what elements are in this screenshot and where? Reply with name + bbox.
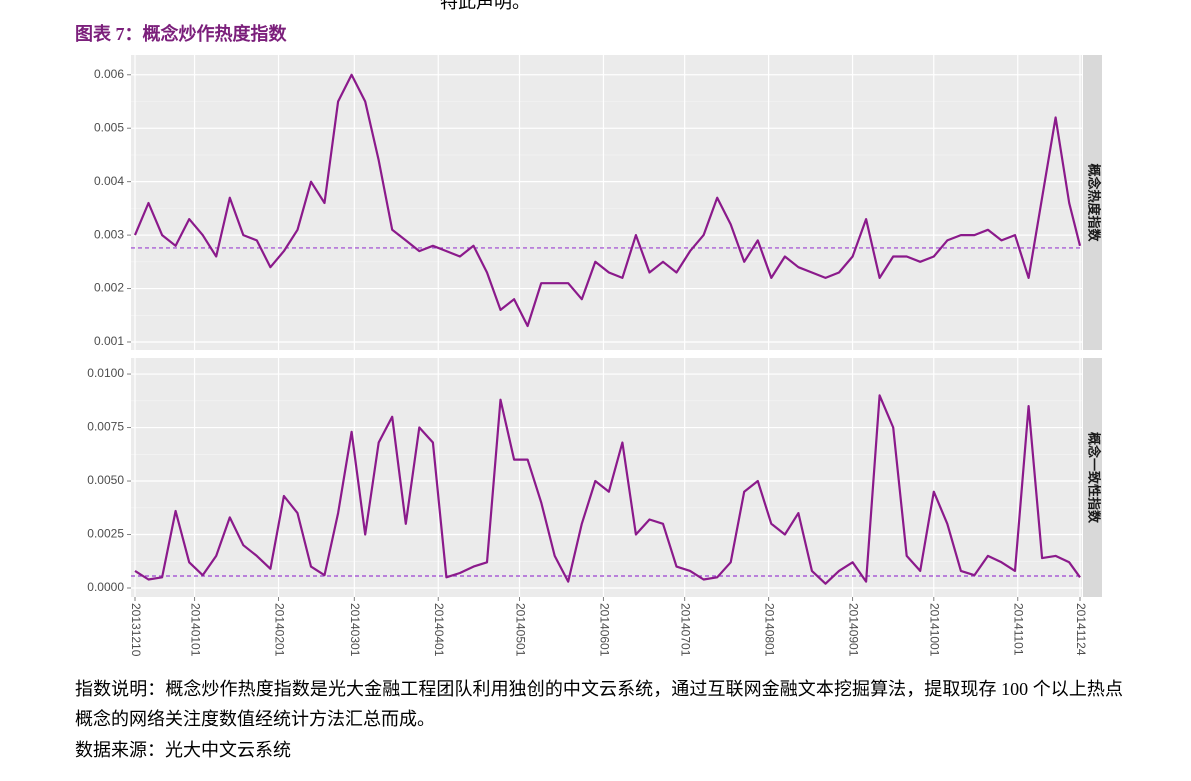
y-tick-label: 0.0075 — [87, 420, 124, 434]
x-tick-label: 20140401 — [432, 603, 446, 657]
x-tick-label: 20140501 — [513, 603, 527, 657]
y-tick-label: 0.002 — [94, 281, 124, 295]
x-tick-label: 20140601 — [597, 603, 611, 657]
x-tick-label: 20140201 — [272, 603, 286, 657]
x-tick-label: 20140701 — [678, 603, 692, 657]
panel-background — [131, 55, 1082, 350]
x-tick-label: 20140101 — [188, 603, 202, 657]
x-tick-label: 20140301 — [348, 603, 362, 657]
series-line — [134, 394, 1081, 585]
x-tick-label: 20131210 — [129, 603, 143, 657]
x-tick-label: 20141001 — [928, 603, 942, 657]
figure-title: 图表 7：概念炒作热度指数 — [75, 24, 287, 44]
facet-label: 概念一致性指数 — [1087, 432, 1102, 524]
chart: 0.001 0.002 0.003 0.004 0.005 0.006 概念热度指数 0.00… — [87, 55, 1102, 657]
facet-label: 概念热度指数 — [1087, 163, 1102, 242]
note: 指数说明：概念炒作热度指数是光大金融工程团队利用独创的中文云系统，通过互联网金融… — [75, 679, 1123, 729]
header-text: 特此声明。 — [440, 0, 530, 12]
y-tick-label: 0.0050 — [87, 473, 124, 487]
facet-strip — [1083, 55, 1102, 350]
y-tick-label: 0.003 — [94, 227, 124, 241]
facet-strip — [1083, 358, 1102, 597]
y-tick-label: 0.001 — [94, 334, 124, 348]
x-tick-label: 20141101 — [1012, 603, 1026, 656]
y-tick-label: 0.0000 — [87, 580, 124, 594]
y-tick-label: 0.005 — [94, 120, 124, 134]
y-tick-label: 0.004 — [94, 174, 124, 188]
source: 数据来源：光大中文云系统 — [75, 740, 291, 760]
x-tick-label: 20141124 — [1074, 603, 1088, 656]
y-tick-label: 0.006 — [94, 67, 124, 81]
x-tick-label: 20140801 — [762, 603, 776, 657]
x-tick-label: 20140901 — [846, 603, 860, 657]
series-line — [133, 73, 1082, 328]
y-tick-label: 0.0100 — [87, 366, 124, 380]
y-tick-label: 0.0025 — [87, 527, 124, 541]
